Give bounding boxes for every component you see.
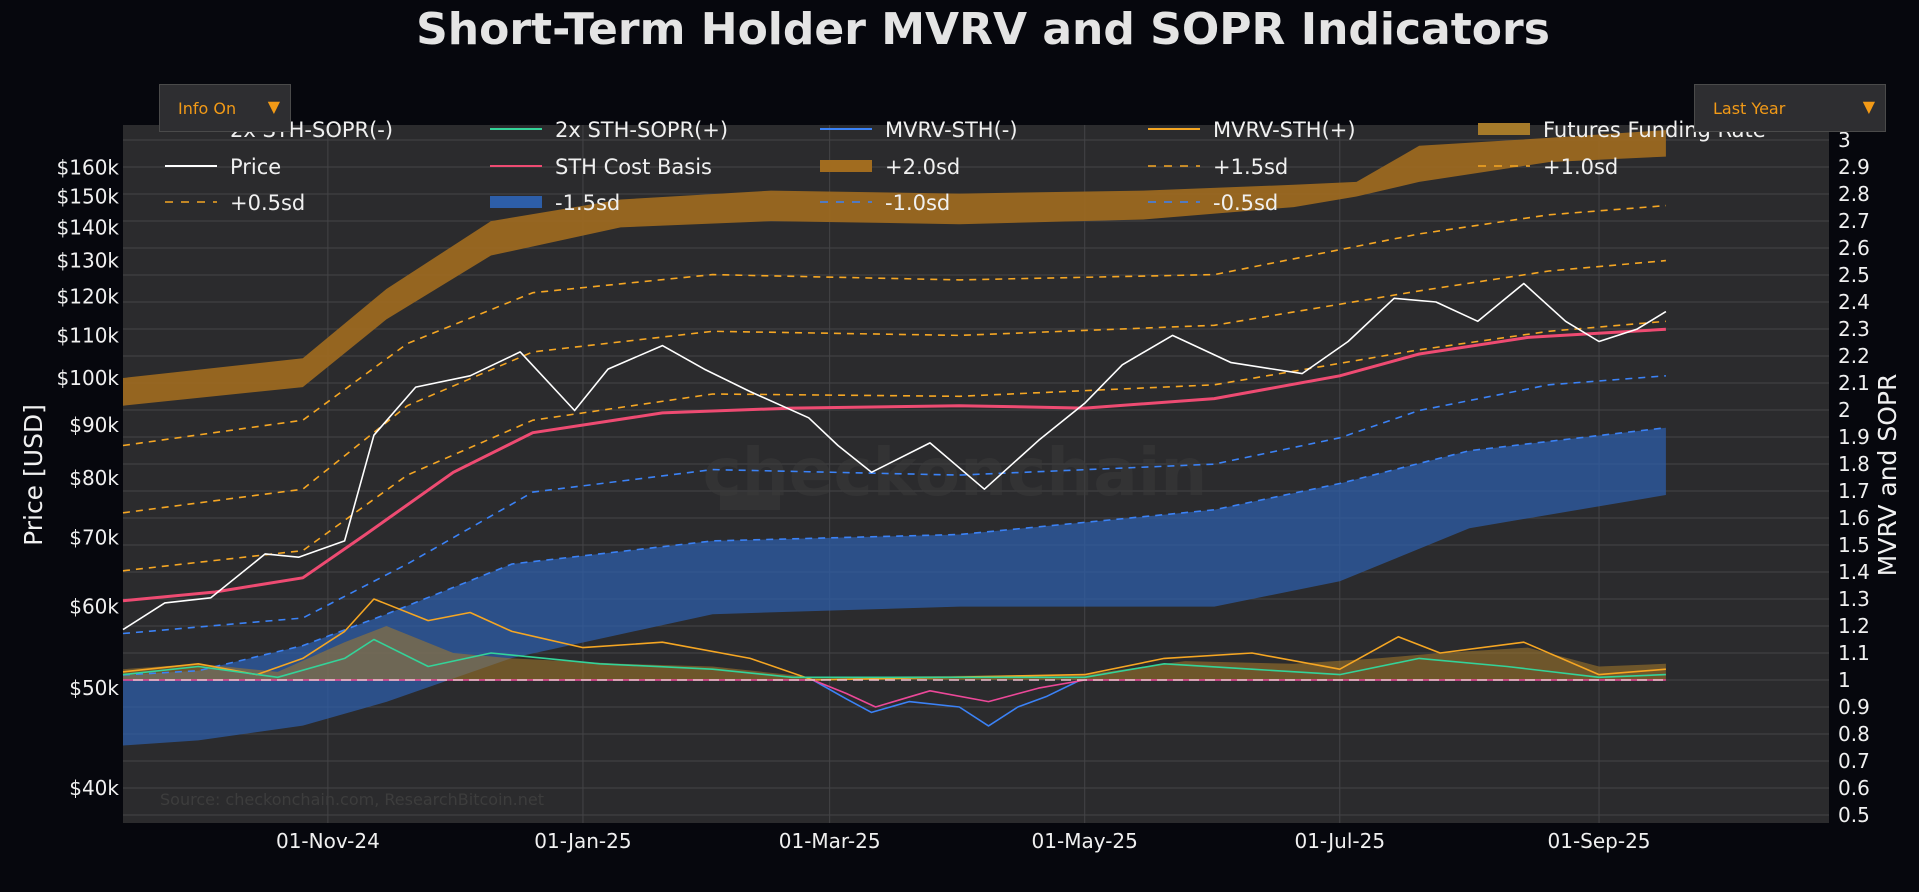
x-tick-label: 01-Jul-25 — [1294, 829, 1385, 853]
y2-tick-label: 1.3 — [1838, 587, 1870, 611]
chevron-down-icon: ▼ — [1862, 97, 1875, 116]
y2-tick-label: 1.4 — [1838, 560, 1870, 584]
y2-tick-label: 2.9 — [1838, 155, 1870, 179]
y-tick-label: $130k — [57, 249, 120, 273]
legend-swatch — [490, 196, 542, 208]
watermark-logo-icon: ▬ — [720, 456, 780, 523]
y2-tick-label: 3 — [1838, 128, 1851, 152]
legend-item-label[interactable]: +0.5sd — [230, 191, 305, 215]
minus-0-5sd-line — [122, 375, 1666, 635]
y2-tick-label: 2.5 — [1838, 263, 1870, 287]
y-tick-label: $60k — [69, 595, 119, 619]
sopr-pos-line — [122, 638, 1666, 679]
y2-tick-label: 2.4 — [1838, 290, 1870, 314]
plus-1sd-line — [122, 259, 1666, 514]
y2-tick-label: 0.5 — [1838, 803, 1870, 827]
sth-cost-basis-line — [122, 327, 1666, 603]
y2-tick-label: 2.3 — [1838, 317, 1870, 341]
band-areas — [123, 130, 1666, 746]
info-dropdown-label: Info On — [178, 98, 237, 118]
minus-1-5sd-band — [123, 427, 1666, 746]
chart-title: Short-Term Holder MVRV and SOPR Indicato… — [416, 4, 1550, 55]
legend-swatch — [820, 160, 872, 172]
y2-tick-label: 1.7 — [1838, 479, 1870, 503]
y2-tick-label: 1.5 — [1838, 533, 1870, 557]
y-tick-label: $160k — [57, 156, 120, 180]
x-axis: 01-Nov-24 01-Jan-25 01-Mar-25 01-May-25 01-J… — [276, 829, 1651, 853]
y-tick-label: $100k — [57, 366, 120, 390]
x-tick-label: 01-Jan-25 — [534, 829, 631, 853]
y2-tick-label: 0.6 — [1838, 776, 1870, 800]
y-tick-label: $50k — [69, 676, 119, 700]
range-dropdown-label: Last Year — [1713, 98, 1786, 118]
series-lines — [122, 204, 1667, 727]
sopr-neg-line — [123, 679, 1666, 708]
y2-tick-label: 0.7 — [1838, 749, 1870, 773]
y-tick-label: $110k — [57, 323, 120, 347]
y2-tick-label: 2.6 — [1838, 236, 1870, 260]
y-tick-label: $40k — [69, 776, 119, 800]
x-tick-label: 01-May-25 — [1032, 829, 1138, 853]
price-line — [122, 282, 1667, 631]
y-tick-label: $90k — [69, 413, 119, 437]
legend-item-label[interactable]: MVRV-STH(-) — [885, 118, 1018, 142]
legend-item-label[interactable]: STH Cost Basis — [555, 155, 712, 179]
y2-tick-label: 2.8 — [1838, 182, 1870, 206]
legend-item-label[interactable]: +1.0sd — [1543, 155, 1618, 179]
legend-item-label[interactable]: 2x STH-SOPR(+) — [555, 118, 728, 142]
y-tick-label: $120k — [57, 284, 120, 308]
y2-tick-label: 2.2 — [1838, 344, 1870, 368]
y2-tick-label: 1.1 — [1838, 641, 1870, 665]
y2-tick-label: 1.6 — [1838, 506, 1870, 530]
futures-funding-area — [123, 626, 1666, 680]
x-tick-label: 01-Sep-25 — [1548, 829, 1651, 853]
chevron-down-icon: ▼ — [267, 97, 280, 116]
y2-tick-label: 2.1 — [1838, 371, 1870, 395]
y2-tick-label: 0.9 — [1838, 695, 1870, 719]
mvrv-sth-neg-line — [812, 679, 1081, 727]
mvrv-sth-pos-line — [122, 598, 1666, 681]
x-tick-label: 01-Nov-24 — [276, 829, 380, 853]
y-tick-label: $80k — [69, 466, 119, 490]
legend-item-label[interactable]: -1.5sd — [555, 191, 620, 215]
y2-tick-label: 1.9 — [1838, 425, 1870, 449]
watermark: checkonchain — [703, 434, 1208, 511]
y-axis-title: Price [USD] — [19, 404, 48, 546]
y-tick-label: $150k — [57, 185, 120, 209]
plus-2sd-band — [123, 130, 1666, 406]
y2-tick-label: 2 — [1838, 398, 1851, 422]
x-tick-label: 01-Mar-25 — [779, 829, 881, 853]
y2-axis-title: MVRV and SOPR — [1873, 374, 1902, 577]
y-tick-label: $140k — [57, 215, 120, 239]
y-axis-right: 0.5 0.6 0.7 0.8 0.9 1 1.1 1.2 1.3 1.4 1.5 1.6 1.7 1.8… — [1838, 128, 1870, 827]
y2-tick-label: 1.8 — [1838, 452, 1870, 476]
minus-1sd-line — [122, 426, 1666, 676]
y-tick-label: $70k — [69, 526, 119, 550]
y2-tick-label: 0.8 — [1838, 722, 1870, 746]
legend-item-label[interactable]: -0.5sd — [1213, 191, 1278, 215]
y2-tick-label: 2.7 — [1838, 209, 1870, 233]
legend-item-label[interactable]: +2.0sd — [885, 155, 960, 179]
legend-item-label[interactable]: Price — [230, 155, 281, 179]
legend-item-label[interactable]: +1.5sd — [1213, 155, 1288, 179]
legend-item-label[interactable]: -1.0sd — [885, 191, 950, 215]
range-dropdown[interactable]: Last Year ▼ — [1694, 84, 1886, 132]
legend-item-label[interactable]: MVRV-STH(+) — [1213, 118, 1356, 142]
y-axis-left: $40k $50k $60k $70k $80k $90k $100k $110k $120k $… — [57, 156, 120, 800]
legend-swatch — [1478, 123, 1530, 135]
y2-tick-label: 1 — [1838, 668, 1851, 692]
source-note: Source: checkonchain.com, ResearchBitcoi… — [160, 790, 544, 809]
info-dropdown[interactable]: Info On ▼ — [159, 84, 291, 132]
y2-tick-label: 1.2 — [1838, 614, 1870, 638]
